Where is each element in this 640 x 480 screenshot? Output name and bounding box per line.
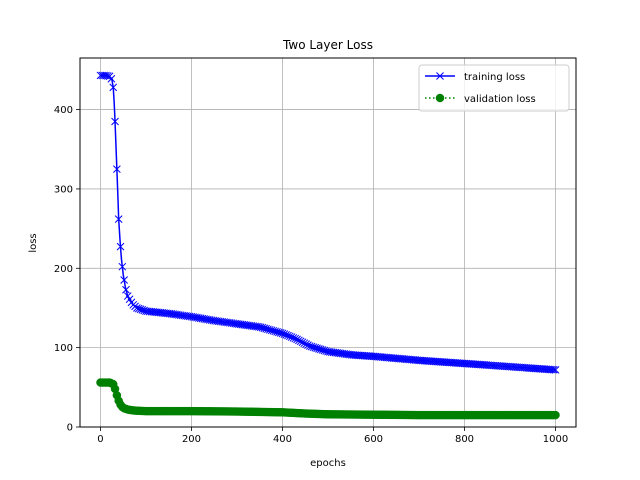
chart-title: Two Layer Loss — [282, 38, 373, 52]
series-markers — [96, 378, 560, 420]
data-point-marker — [111, 117, 119, 126]
y-axis-label: loss — [28, 233, 39, 252]
x-tick-label: 200 — [182, 434, 201, 445]
data-point-marker — [296, 337, 305, 346]
data-point-marker — [116, 242, 125, 251]
legend-items: training loss validation loss — [425, 72, 536, 105]
y-tick-label: 300 — [54, 184, 73, 195]
data-point-marker — [551, 410, 560, 420]
y-tick-label: 200 — [54, 264, 73, 275]
series-training-loss — [96, 71, 560, 374]
series-layer — [96, 71, 560, 420]
x-tick-label: 600 — [364, 434, 383, 445]
legend-marker — [435, 93, 445, 103]
y-tick-label: 100 — [54, 343, 73, 354]
data-point-marker — [118, 262, 127, 271]
data-point-marker — [291, 334, 300, 343]
data-point-marker — [114, 215, 123, 223]
data-point-marker — [103, 72, 112, 80]
x-axis-label: epochs — [310, 458, 346, 469]
x-tick-label: 1000 — [543, 434, 568, 445]
data-point-marker — [298, 338, 307, 347]
data-point-marker — [548, 365, 556, 374]
data-point-marker — [549, 365, 558, 374]
y-tick-label: 0 — [67, 423, 73, 434]
data-point-marker — [107, 74, 116, 83]
data-point-marker — [122, 285, 130, 294]
data-point-marker — [302, 340, 311, 349]
legend: training loss validation loss — [418, 64, 570, 112]
legend-box — [418, 64, 570, 112]
x-tick-label: 0 — [97, 434, 103, 445]
legend-label: training loss — [464, 72, 525, 83]
x-tick-label: 400 — [273, 434, 292, 445]
legend-marker — [436, 72, 444, 80]
legend-label: validation loss — [464, 94, 536, 105]
data-point-marker — [113, 165, 121, 173]
data-point-marker — [120, 276, 128, 284]
data-point-marker — [293, 335, 301, 344]
x-tick-label: 800 — [455, 434, 474, 445]
data-point-marker — [551, 366, 560, 374]
data-point-marker — [300, 339, 309, 348]
data-point-marker — [295, 336, 303, 345]
axes-frame — [79, 57, 577, 428]
y-tick-label: 400 — [54, 105, 73, 116]
series-validation-loss — [96, 378, 560, 420]
series-markers — [96, 71, 560, 374]
data-point-marker — [109, 83, 118, 92]
tick-layer: 0 200 400 600 800 1000 0 100 200 300 400 — [54, 105, 568, 445]
